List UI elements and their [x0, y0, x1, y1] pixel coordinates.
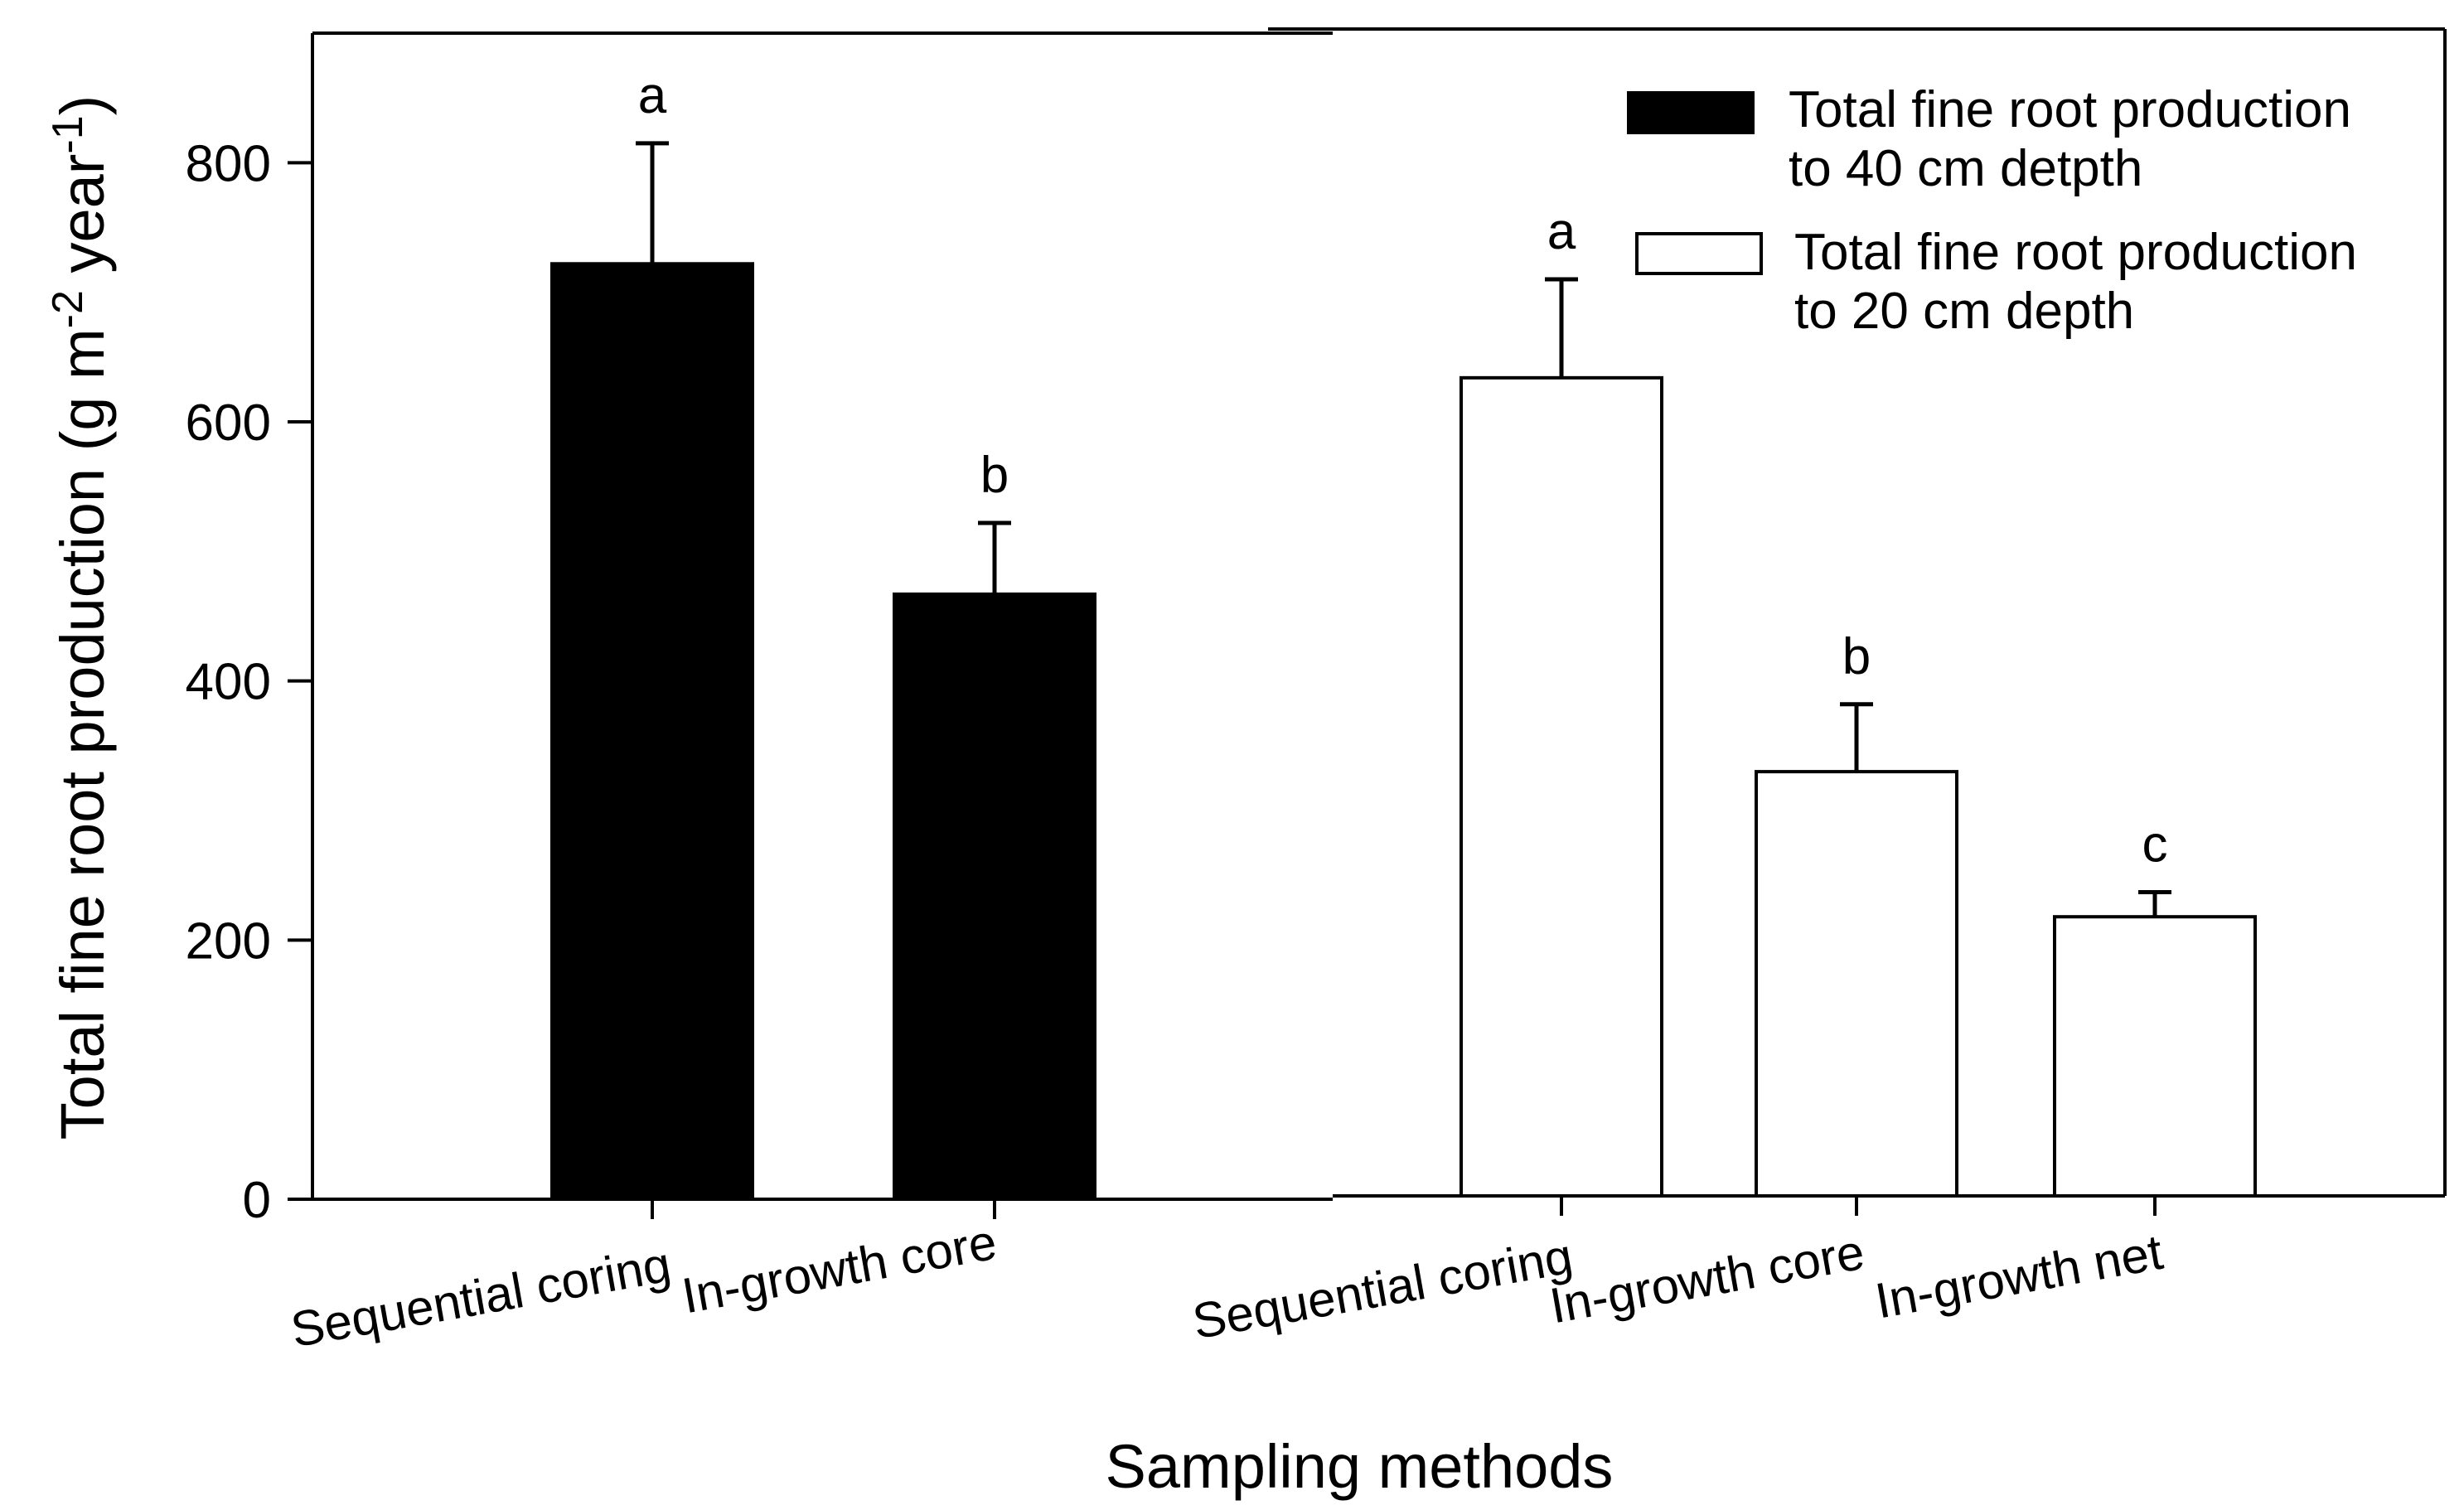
y-tick-label: 0 [243, 1172, 271, 1229]
y-axis-ticks: 0 200 400 600 800 [186, 135, 312, 1229]
y-axis-title: Total fine root production (g m-2 year-1… [44, 95, 117, 1140]
legend-label: to 20 cm depth [1794, 283, 2134, 340]
category-label: In-growth core [678, 1214, 1000, 1324]
category-label: In-growth net [1871, 1224, 2167, 1329]
category-label: In-growth core [1546, 1224, 1868, 1334]
bar [2053, 915, 2257, 1198]
y-tick-label: 800 [186, 135, 271, 192]
significance-letter: a [638, 67, 667, 124]
y-axis-title-sup2: -1 [44, 115, 92, 153]
y-axis-title-end: ) [48, 95, 117, 116]
y-tick-label: 400 [186, 654, 271, 711]
legend-swatch [1627, 91, 1755, 134]
legend-label: Total fine root production [1794, 224, 2357, 281]
legend-swatch [1635, 232, 1763, 275]
legend-label: to 40 cm detpth [1789, 140, 2142, 197]
x-axis-title: Sampling methods [1106, 1432, 1614, 1501]
y-axis-title-sup1: -2 [44, 290, 92, 328]
category-label: Sequential coring [1188, 1228, 1576, 1349]
category-label: Sequential coring [287, 1237, 675, 1358]
bar [550, 262, 754, 1202]
bar [893, 592, 1096, 1201]
y-axis-title-part2: year [48, 154, 117, 291]
bar [1755, 770, 1958, 1198]
bar [1460, 375, 1663, 1198]
y-tick-label: 200 [186, 912, 271, 970]
y-axis-title-part1: Total fine root production (g m [48, 328, 117, 1140]
legend-label: Total fine root production [1789, 81, 2351, 138]
significance-letter: c [2142, 815, 2168, 873]
significance-letter: b [1842, 628, 1871, 685]
significance-letter: a [1547, 203, 1576, 260]
significance-letter: b [980, 447, 1009, 504]
category-labels: Sequential coring In-growth core Sequentia… [287, 1196, 2167, 1358]
bars: a b a b c [550, 67, 2257, 1202]
y-tick-label: 600 [186, 394, 271, 452]
